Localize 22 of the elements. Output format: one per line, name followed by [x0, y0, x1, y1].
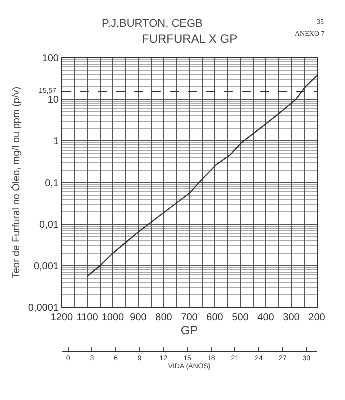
y-tick-label: 0,1: [45, 178, 60, 190]
chart-subtitle: P.J.BURTON, CEGB: [102, 18, 203, 30]
chart-title: FURFURAL X GP: [142, 32, 238, 46]
y-tick-label: 1: [53, 136, 60, 148]
x-tick-label: 300: [283, 312, 300, 324]
y-tick-label: 0,01: [40, 220, 60, 231]
x-tick-label: 1200: [50, 312, 74, 324]
x-tick-label: 500: [232, 312, 250, 324]
x-tick-label: 600: [206, 312, 224, 324]
x-axis-title: GP: [180, 324, 198, 338]
y-tick-label: 100: [42, 54, 60, 64]
y-tick-label: 0,001: [34, 262, 60, 272]
y-tick-label: 0,0001: [28, 303, 60, 314]
x-tick-label: 1000: [102, 312, 125, 324]
y-axis-title: Teor de Furfural no Óleo, mg/l ou ppm (p/v): [10, 86, 22, 279]
x-tick-label: 1100: [76, 312, 99, 324]
y-tick-label: 10: [48, 95, 60, 106]
x-tick-label: 800: [156, 312, 173, 324]
x-tick-label: 900: [130, 312, 148, 324]
x-tick-label: 400: [258, 312, 275, 324]
x-tick-label: 700: [181, 312, 198, 324]
x-tick-label: 200: [308, 312, 326, 324]
